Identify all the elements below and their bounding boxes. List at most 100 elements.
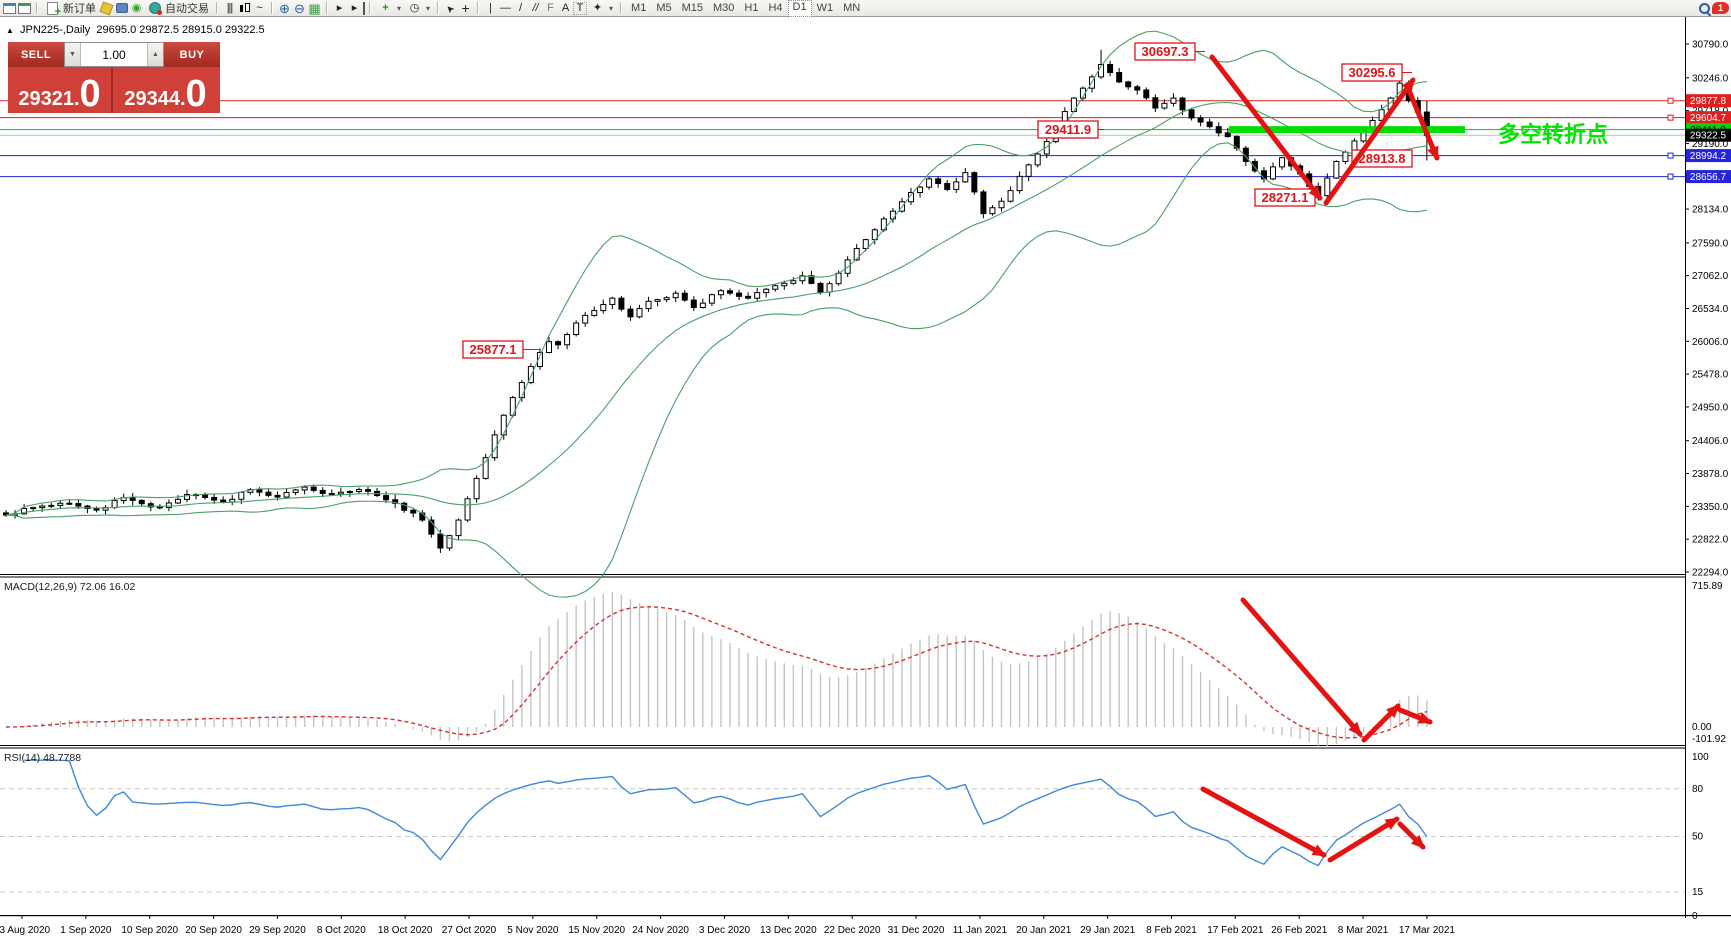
candle-body [75, 503, 82, 507]
tile-windows-icon[interactable]: ▦ [308, 0, 321, 16]
rsi-panel[interactable]: RSI(14) 48.7788 100 80 50 15 0 [0, 752, 1709, 922]
axis-tick-label: 27062.0 [1692, 271, 1729, 282]
search-icon[interactable] [1697, 2, 1712, 15]
candlestick-chart-icon[interactable] [237, 2, 252, 15]
candle-body [111, 500, 118, 509]
tf-button-M1[interactable]: M1 [631, 1, 647, 14]
hline-handle[interactable] [1667, 173, 1674, 180]
algo-trading-button[interactable]: 自动交易 [144, 1, 212, 16]
fibonacci-tool-icon[interactable]: F [547, 1, 554, 14]
trend-arrow-price[interactable] [1405, 85, 1440, 161]
ask-price[interactable]: 29344. 0 [113, 67, 218, 113]
tf-button-MN[interactable]: MN [843, 1, 861, 14]
zoom-out-icon[interactable]: ⊖ [294, 0, 305, 16]
new-chart-icon[interactable] [2, 2, 17, 15]
candle-body [491, 434, 498, 459]
candle-body [582, 314, 589, 324]
add-indicator-button[interactable]: + ▾ [375, 1, 404, 16]
candle-body [1161, 102, 1168, 109]
panel-separator[interactable] [0, 745, 1685, 746]
time-tick-label: 8 Mar 2021 [1338, 925, 1389, 936]
tf-button-W1[interactable]: W1 [816, 1, 834, 14]
market-watch-icon[interactable] [17, 2, 32, 15]
chart-shift-icon[interactable]: ▸ [347, 1, 365, 15]
candle-body [1007, 190, 1014, 202]
horizontal-line-tool-icon[interactable]: — [500, 1, 512, 14]
price-annotation-25877.1[interactable]: 25877.1 [462, 340, 540, 359]
trend-arrow-rsi[interactable] [1327, 816, 1400, 863]
tf-button-H1[interactable]: H1 [744, 1, 759, 14]
candle-body [265, 491, 272, 496]
rsi-axis-15: 15 [1692, 887, 1704, 898]
period-clock-button[interactable]: ◷ ▾ [404, 1, 433, 16]
bid-price[interactable]: 29321. 0 [8, 67, 113, 113]
candle-body [156, 506, 163, 509]
notifications-badge[interactable]: 1 [1712, 2, 1729, 14]
annotation-text: 28913.8 [1359, 151, 1406, 166]
annotation-text: 28271.1 [1262, 190, 1309, 205]
tf-button-M30[interactable]: M30 [713, 1, 735, 14]
price-annotation-29411.9[interactable]: 29411.9 [1037, 120, 1104, 139]
lot-size-field[interactable]: 1.00 [102, 47, 126, 62]
price-annotation-28913.8[interactable]: 28913.8 [1351, 149, 1413, 168]
candle-body [1179, 97, 1186, 111]
panel-separator[interactable] [0, 576, 1685, 578]
metaeditor-icon[interactable] [99, 0, 114, 16]
vertical-line-tool-icon[interactable]: | [489, 1, 492, 14]
panel-separator[interactable] [0, 915, 1731, 917]
trend-arrow-rsi[interactable] [1397, 821, 1426, 850]
collapse-panel-icon[interactable]: ▲ [6, 26, 14, 35]
panel-separator[interactable] [0, 747, 1685, 749]
market-icon[interactable] [114, 2, 129, 15]
bar-chart-icon[interactable]: ||| [226, 1, 234, 14]
candle-body [1279, 157, 1286, 168]
sell-button[interactable]: SELL [8, 42, 64, 67]
tf-button-M15[interactable]: M15 [681, 1, 704, 14]
trendline-tool-icon[interactable]: / [519, 1, 523, 14]
zoom-in-icon[interactable]: ⊕ [279, 0, 290, 16]
candle-body [763, 288, 770, 294]
candle-body [835, 272, 842, 285]
macd-panel[interactable]: MACD(12,26,9) 72.06 16.02 715.89 0.00-101.… [4, 581, 1726, 746]
price-annotation-28271.1[interactable]: 28271.1 [1254, 188, 1317, 207]
hline-handle[interactable] [1667, 97, 1674, 104]
tf-button-D1[interactable]: D1 [787, 0, 812, 17]
hline-handle[interactable] [1667, 114, 1674, 121]
trend-arrow-rsi[interactable] [1200, 786, 1327, 858]
hline-handle[interactable] [1667, 152, 1674, 159]
new-order-button[interactable]: 新订单 [42, 1, 99, 19]
symbol-info[interactable]: ▲ JPN225-,Daily 29695.0 29872.5 28915.0 … [6, 24, 265, 36]
price-annotation-30295.6[interactable]: 30295.6 [1341, 63, 1412, 82]
trend-arrow-macd[interactable] [1361, 703, 1401, 743]
price-axis-line [1685, 17, 1686, 918]
line-chart-icon[interactable]: ~ [256, 1, 263, 14]
panel-separator[interactable] [0, 574, 1685, 575]
lot-decrease-button[interactable]: ▼ [65, 43, 81, 66]
trend-arrow-price[interactable] [1209, 54, 1323, 201]
label-tool-icon[interactable]: T [573, 1, 588, 15]
candle-body [754, 292, 761, 299]
axis-tick-label: 28134.0 [1692, 205, 1729, 216]
buy-button[interactable]: BUY [164, 42, 220, 67]
trend-arrow-price[interactable] [1323, 77, 1416, 206]
channel-tool-icon[interactable]: // [532, 1, 539, 14]
one-click-trading-panel: SELL ▼ 1.00 ▲ BUY 29321. 0 29344. 0 [8, 42, 220, 113]
lot-increase-button[interactable]: ▲ [147, 43, 163, 66]
tf-button-H4[interactable]: H4 [768, 1, 783, 14]
signals-icon[interactable]: ◉ [131, 1, 142, 14]
candlestick-series[interactable] [3, 49, 1430, 553]
time-axis[interactable]: 23 Aug 2020 1 Sep 2020 10 Sep 2020 20 Sep 2… [0, 915, 1455, 936]
timeframe-buttons: M1 M5 M15 M30 H1 H4 D1 W1 MN [626, 0, 865, 17]
trend-arrow-macd[interactable] [1397, 707, 1433, 725]
crosshair-icon[interactable]: + [461, 0, 470, 16]
turning-point-note[interactable]: 多空转折点 [1498, 122, 1608, 147]
green-highlight-band[interactable] [1229, 126, 1465, 134]
tf-button-M5[interactable]: M5 [656, 1, 672, 14]
text-tool-icon[interactable]: A [561, 1, 570, 14]
shapes-tool-button[interactable]: ✦ ▾ [587, 1, 616, 16]
auto-scroll-icon[interactable]: ▸ [336, 1, 343, 14]
candle-body [962, 172, 969, 183]
price-annotation-30697.3[interactable]: 30697.3 [1134, 42, 1205, 61]
trend-arrow-macd[interactable] [1240, 597, 1363, 737]
